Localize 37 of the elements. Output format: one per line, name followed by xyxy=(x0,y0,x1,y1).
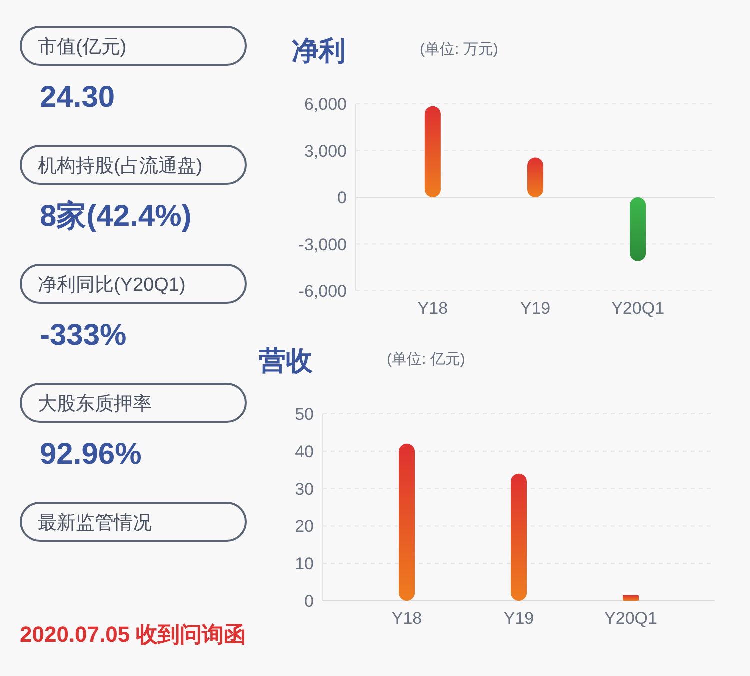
y-tick-label: -6,000 xyxy=(298,282,347,301)
bar xyxy=(528,158,544,198)
x-tick-label: Y19 xyxy=(504,609,534,628)
y-tick-label: 10 xyxy=(295,554,314,574)
x-tick-label: Y18 xyxy=(418,299,448,318)
bar xyxy=(511,474,527,601)
y-tick-label: 20 xyxy=(295,517,314,536)
text: 大股东质押率 xyxy=(38,393,152,415)
text: 市值(亿元) xyxy=(38,36,127,58)
chart-title: 营收 xyxy=(258,346,314,376)
y-tick-label: 3,000 xyxy=(304,142,347,161)
text: -333% xyxy=(40,319,127,352)
chart-title: 净利 xyxy=(292,36,346,66)
y-tick-label: 30 xyxy=(295,480,314,499)
chart-subtitle: (单位: 万元) xyxy=(420,41,498,58)
y-tick-label: -3,000 xyxy=(298,235,347,254)
text: 24.30 xyxy=(40,81,116,114)
chart-subtitle: (单位: 亿元) xyxy=(387,351,466,368)
text: 2020.07.05 收到问询函 xyxy=(20,622,246,647)
x-tick-label: Y19 xyxy=(520,299,551,318)
x-tick-label: Y18 xyxy=(392,609,422,628)
bar xyxy=(630,198,646,262)
y-tick-label: 0 xyxy=(338,188,347,208)
text: 最新监管情况 xyxy=(38,512,152,534)
y-tick-label: 6,000 xyxy=(304,95,347,114)
x-tick-label: Y20Q1 xyxy=(612,299,665,318)
y-tick-label: 50 xyxy=(295,405,314,424)
bar xyxy=(399,444,415,601)
text: 机构持股(占流通盘) xyxy=(38,155,203,177)
text: 92.96% xyxy=(40,438,142,471)
bar xyxy=(424,106,441,198)
text: 8家(42.4%) xyxy=(40,199,192,233)
y-tick-label: 0 xyxy=(304,592,314,611)
bar xyxy=(623,595,639,601)
y-tick-label: 40 xyxy=(295,442,314,462)
text: 净利同比(Y20Q1) xyxy=(38,275,186,296)
x-tick-label: Y20Q1 xyxy=(604,609,658,628)
